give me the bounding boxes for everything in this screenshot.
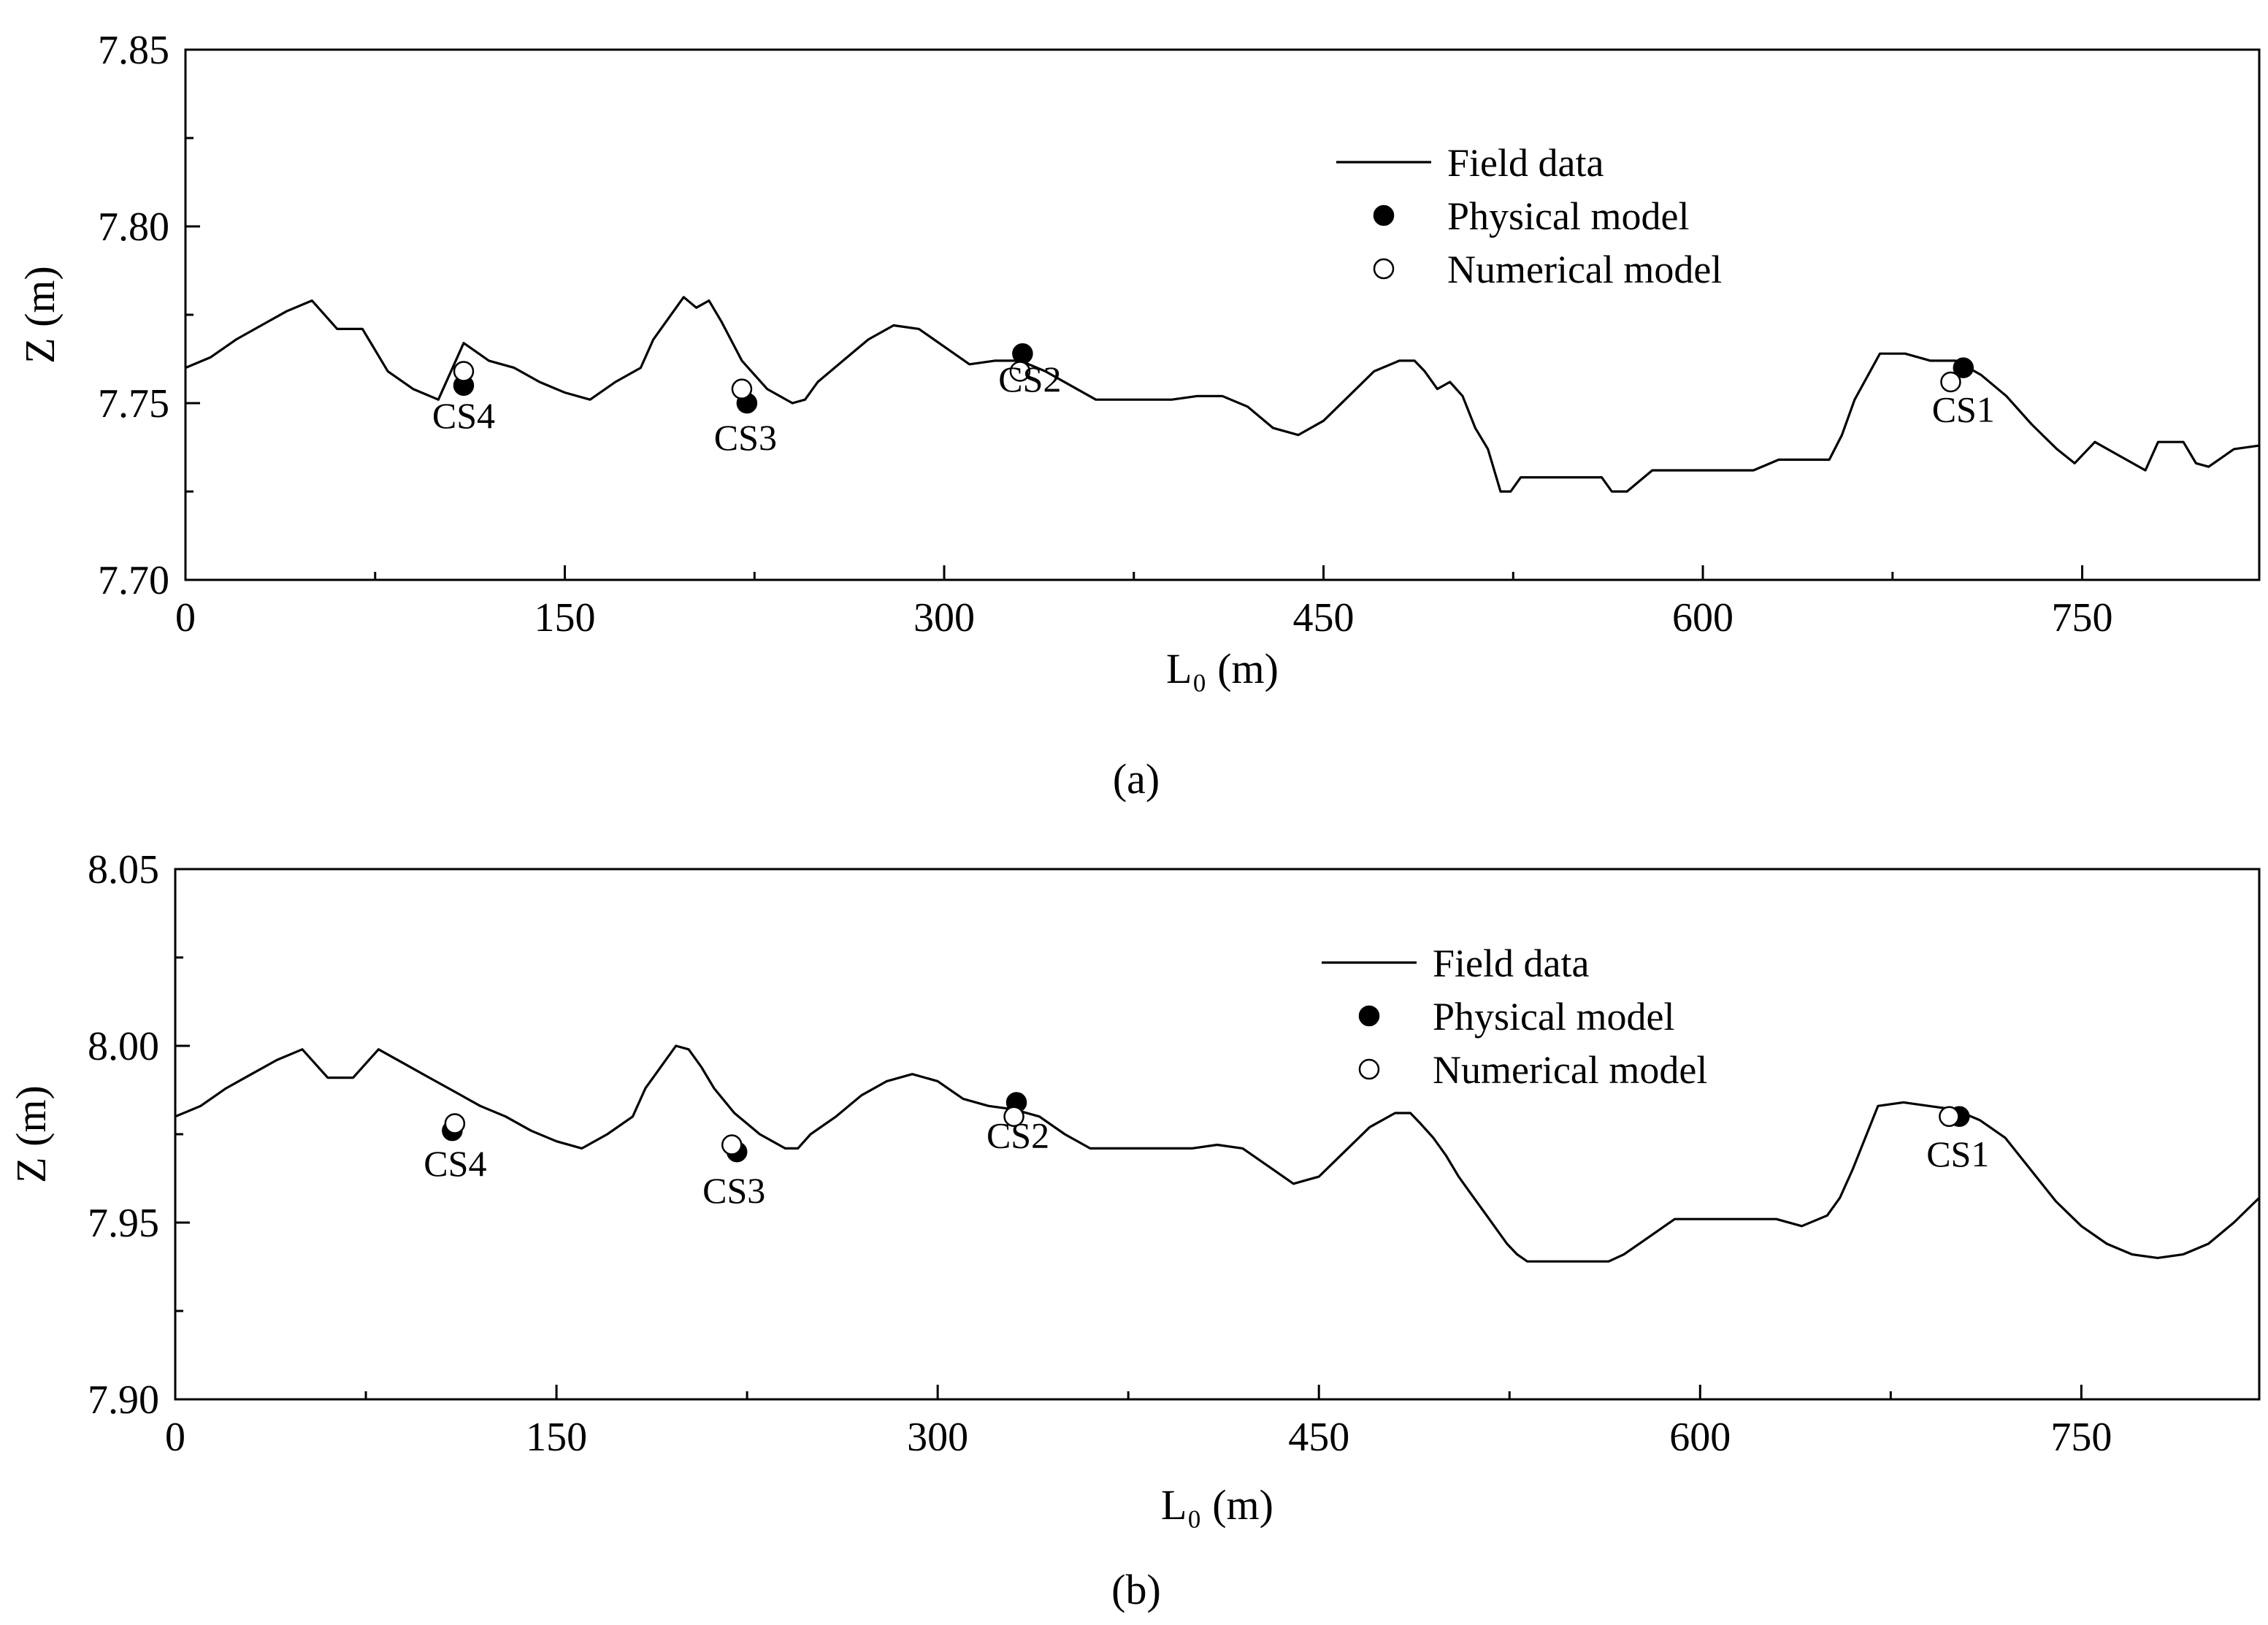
section-label-cs4: CS4 [432,395,495,436]
x-tick-label: 450 [1288,1415,1349,1460]
y-tick-label: 7.70 [98,558,169,603]
x-tick-label: 450 [1293,595,1355,641]
section-label-cs2: CS2 [998,359,1061,399]
legend-entry-label: Physical model [1433,995,1674,1039]
panel-label-b: (b) [1111,1566,1161,1613]
legend-entry-label: Numerical model [1447,248,1722,291]
legend-filled-circle-swatch [1358,1005,1380,1027]
chart-panel-b: 0 150 300 450 600 750 7.90 7.95 8.00 8.05 L₀ (m) Z … [7,847,2261,1613]
numerical-model-point [731,378,753,399]
y-tick-label: 8.05 [88,847,159,892]
section-label-cs1: CS1 [1926,1133,1989,1174]
chart-panel-a: 0 150 300 450 600 750 7.70 7.75 7.80 7.85 L₀ (m) Z … [16,28,2261,803]
numerical-model-point [453,361,475,382]
x-tick-label: 750 [2052,595,2113,641]
numerical-model-point [1940,371,1961,393]
section-label-cs2: CS2 [986,1114,1049,1155]
field-data-line [175,1044,2261,1263]
panel-label-a: (a) [1113,755,1160,803]
x-tick-label: 300 [913,595,975,641]
x-tick-label: 150 [526,1415,587,1460]
legend-open-circle-swatch [1358,1058,1380,1080]
legend-entry-label: Field data [1447,141,1604,185]
section-label-cs3: CS3 [714,417,777,458]
y-axis-title: Z (m) [7,1085,55,1183]
field-data-line [185,296,2260,493]
section-label-cs4: CS4 [424,1143,486,1184]
x-tick-label: 0 [165,1415,185,1460]
x-axis-title: L₀ (m) [1166,645,1279,692]
y-tick-label: 8.00 [88,1024,159,1069]
numerical-model-point [721,1134,743,1155]
legend-open-circle-swatch [1373,258,1395,280]
legend-entry-label: Physical model [1447,194,1689,238]
numerical-model-point [1939,1106,1960,1128]
legend-filled-circle-swatch [1373,204,1395,226]
section-label-cs1: CS1 [1932,389,1995,430]
x-tick-label: 600 [1669,1415,1731,1460]
y-tick-label: 7.85 [98,28,169,73]
numerical-model-point [444,1113,466,1134]
physical-model-point [1953,357,1974,378]
numerical-model-point [1009,361,1031,382]
x-tick-label: 600 [1672,595,1733,641]
numerical-model-point [1003,1106,1024,1128]
x-tick-label: 150 [535,595,596,641]
x-tick-label: 0 [175,595,196,641]
y-tick-label: 7.75 [98,381,169,427]
legend-entry-label: Field data [1433,941,1589,985]
y-tick-label: 7.80 [98,204,169,250]
x-tick-label: 300 [907,1415,968,1460]
section-label-cs3: CS3 [702,1170,765,1211]
y-tick-label: 7.95 [88,1201,159,1246]
y-axis-title: Z (m) [16,266,64,364]
legend-entry-label: Numerical model [1433,1048,1707,1092]
x-axis-title: L₀ (m) [1161,1481,1273,1529]
x-tick-label: 750 [2050,1415,2112,1460]
y-tick-label: 7.90 [88,1377,159,1423]
